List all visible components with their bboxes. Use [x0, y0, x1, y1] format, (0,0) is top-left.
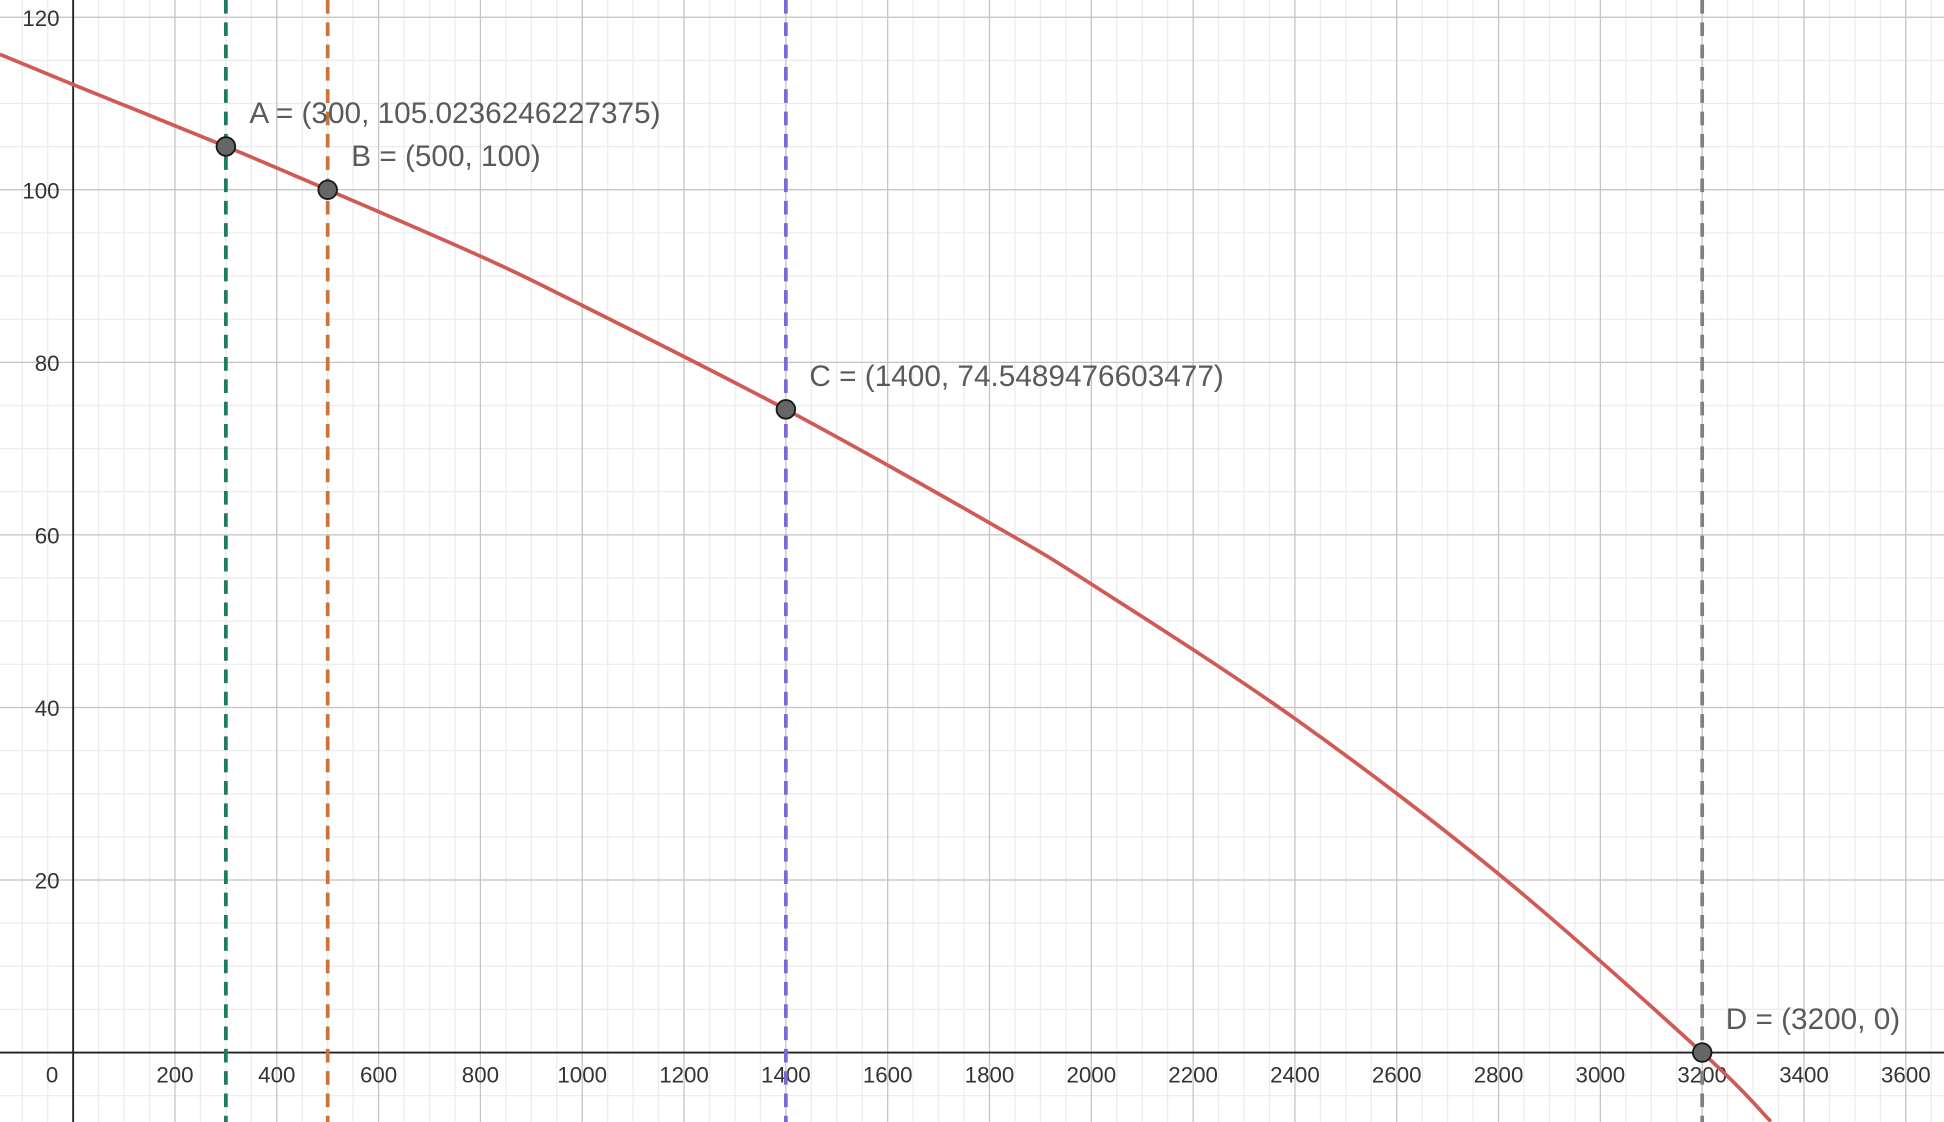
point: [1691, 1042, 1713, 1063]
x-tick-label: 1800: [965, 1062, 1015, 1087]
point: [775, 399, 797, 420]
x-tick-label: 0: [46, 1062, 58, 1087]
y-tick-label: 120: [22, 6, 59, 31]
x-tick-label: 3400: [1779, 1062, 1829, 1087]
x-tick-label: 200: [156, 1062, 193, 1087]
point-label: D = (3200, 0): [1726, 1003, 1900, 1036]
point-label: B = (500, 100): [351, 140, 540, 173]
x-tick-label: 3600: [1881, 1062, 1931, 1087]
y-tick-label: 40: [35, 696, 60, 721]
x-tick-label: 1200: [659, 1062, 709, 1087]
x-tick-label: 2400: [1270, 1062, 1320, 1087]
point-label: C = (1400, 74.5489476603477): [809, 360, 1223, 393]
x-tick-label: 800: [462, 1062, 499, 1087]
point: [215, 136, 237, 157]
point-label: A = (300, 105.0236246227375): [249, 97, 660, 130]
x-tick-label: 600: [360, 1062, 397, 1087]
y-tick-label: 100: [22, 178, 59, 203]
y-tick-label: 80: [35, 351, 60, 376]
y-tick-label: 20: [35, 869, 60, 894]
x-tick-label: 2600: [1372, 1062, 1422, 1087]
x-tick-label: 3000: [1576, 1062, 1626, 1087]
x-tick-label: 1600: [863, 1062, 913, 1087]
y-tick-label: 60: [35, 524, 60, 549]
curve: [0, 52, 1773, 1122]
x-tick-label: 2200: [1168, 1062, 1218, 1087]
point: [317, 179, 338, 201]
x-tick-label: 2000: [1066, 1062, 1116, 1087]
x-tick-label: 1000: [557, 1062, 607, 1087]
x-tick-label: 400: [258, 1062, 295, 1087]
x-tick-label: 2800: [1474, 1062, 1524, 1087]
